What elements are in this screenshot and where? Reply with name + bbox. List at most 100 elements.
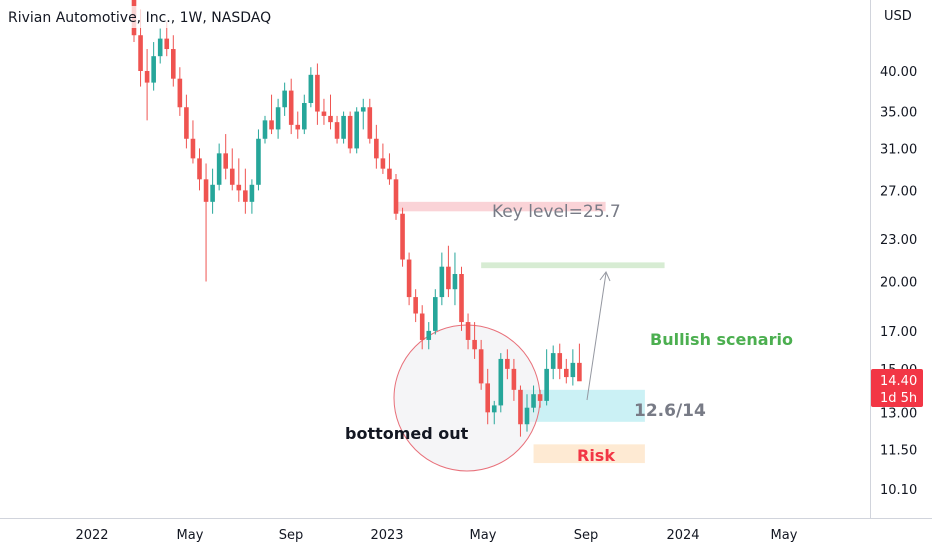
candle-body [524, 407, 530, 425]
candle-body [334, 122, 340, 139]
candle-body [288, 90, 294, 125]
candle-body [262, 120, 268, 139]
risk-zone [533, 444, 645, 464]
candle-body [374, 138, 379, 159]
candle-body [144, 71, 150, 83]
candle-body [452, 274, 458, 290]
candle-body [302, 102, 307, 130]
candle-body [177, 78, 183, 108]
candle-body [577, 362, 582, 382]
y-tick-label: 27.00 [880, 184, 917, 199]
target-zone [481, 262, 665, 269]
candle-body [197, 158, 202, 180]
candle-body [446, 266, 451, 290]
bottomed-out-label: bottomed out [345, 424, 469, 443]
y-tick-label: 20.00 [880, 276, 917, 291]
y-tick-label: 23.00 [880, 233, 917, 248]
candle-body [485, 383, 490, 413]
candle-body [210, 184, 215, 202]
x-tick-label: May [771, 528, 798, 543]
candle-body [387, 168, 392, 180]
candle-body [544, 368, 549, 401]
projection-arrow [586, 271, 611, 401]
candle-body [321, 111, 327, 116]
y-tick-label: 11.50 [880, 444, 917, 459]
x-tick-label: 2024 [666, 528, 699, 543]
candle-body [406, 259, 412, 298]
candle-body [498, 358, 504, 406]
x-tick-label: May [177, 528, 204, 543]
candle-body [419, 313, 425, 340]
candles-group [131, 0, 582, 437]
last-price-tag[interactable]: 14.40 1d 5h [871, 369, 923, 407]
candle-body [354, 111, 359, 149]
candle-body [433, 297, 438, 331]
candle-body [478, 349, 484, 384]
candle-body [171, 49, 176, 79]
title-backdrop [0, 6, 272, 28]
candle-body [275, 107, 281, 130]
candle-body [400, 213, 405, 260]
x-tick-label: May [470, 528, 497, 543]
y-tick-label: 13.00 [880, 406, 917, 421]
candle-body [426, 330, 432, 340]
candle-body [439, 266, 445, 298]
candle-body [360, 107, 366, 112]
candle-body [472, 339, 477, 350]
candle-body [269, 120, 274, 130]
candle-body [531, 394, 536, 408]
x-tick-label: 2023 [370, 528, 403, 543]
candle-body [223, 153, 228, 169]
candle-body [367, 107, 373, 139]
candle-body [151, 56, 156, 83]
x-tick-label: Sep [279, 528, 304, 543]
y-axis-ticks: 40.0035.0031.0027.0023.0020.0017.0015.00… [880, 65, 917, 498]
candle-body [236, 184, 242, 191]
y-tick-label: 17.00 [880, 325, 917, 340]
candle-body [380, 158, 386, 169]
y-tick-label: 40.00 [880, 65, 917, 80]
candle-body [315, 74, 320, 112]
candle-body [518, 389, 523, 425]
candle-body [229, 168, 235, 185]
candle-body [216, 153, 222, 185]
y-tick-label: 31.00 [880, 142, 917, 157]
candle-body [347, 115, 353, 149]
entry-range-label: 12.6/14 [634, 401, 706, 421]
candle-body [295, 124, 301, 130]
candle-body [570, 362, 576, 378]
candle-body [459, 274, 464, 323]
candle-body [249, 184, 255, 202]
candle-body [564, 368, 569, 378]
key-level-zone [396, 201, 606, 212]
last-price-value: 14.40 [880, 374, 917, 389]
key-level-label: Key level=25.7 [492, 202, 621, 222]
chart-title: Rivian Automotive, Inc., 1W, NASDAQ [8, 10, 271, 26]
countdown-value: 1d 5h [880, 391, 917, 406]
candle-body [413, 297, 418, 314]
candle-body [282, 90, 287, 108]
currency-label: USD [884, 9, 912, 24]
candle-body [308, 74, 314, 103]
bottom-circle [393, 324, 541, 472]
candle-body [243, 190, 248, 202]
x-tick-label: 2022 [75, 528, 108, 543]
candle-body [164, 38, 170, 50]
candle-body [393, 179, 399, 214]
candle-body [157, 38, 163, 57]
candle-body [190, 138, 196, 159]
candle-body [557, 353, 563, 369]
x-tick-label: Sep [574, 528, 599, 543]
candle-body [203, 179, 209, 202]
candle-body [465, 322, 471, 340]
candle-body [138, 35, 143, 71]
y-tick-label: 10.10 [880, 483, 917, 498]
candle-body [537, 394, 543, 401]
candle-body [341, 115, 346, 139]
y-tick-label: 35.00 [880, 106, 917, 121]
candle-body [491, 405, 497, 413]
candle-body [256, 138, 261, 185]
candle-body [550, 353, 556, 369]
x-axis-ticks: 2022 May Sep 2023 May Sep 2024 May [75, 528, 797, 543]
